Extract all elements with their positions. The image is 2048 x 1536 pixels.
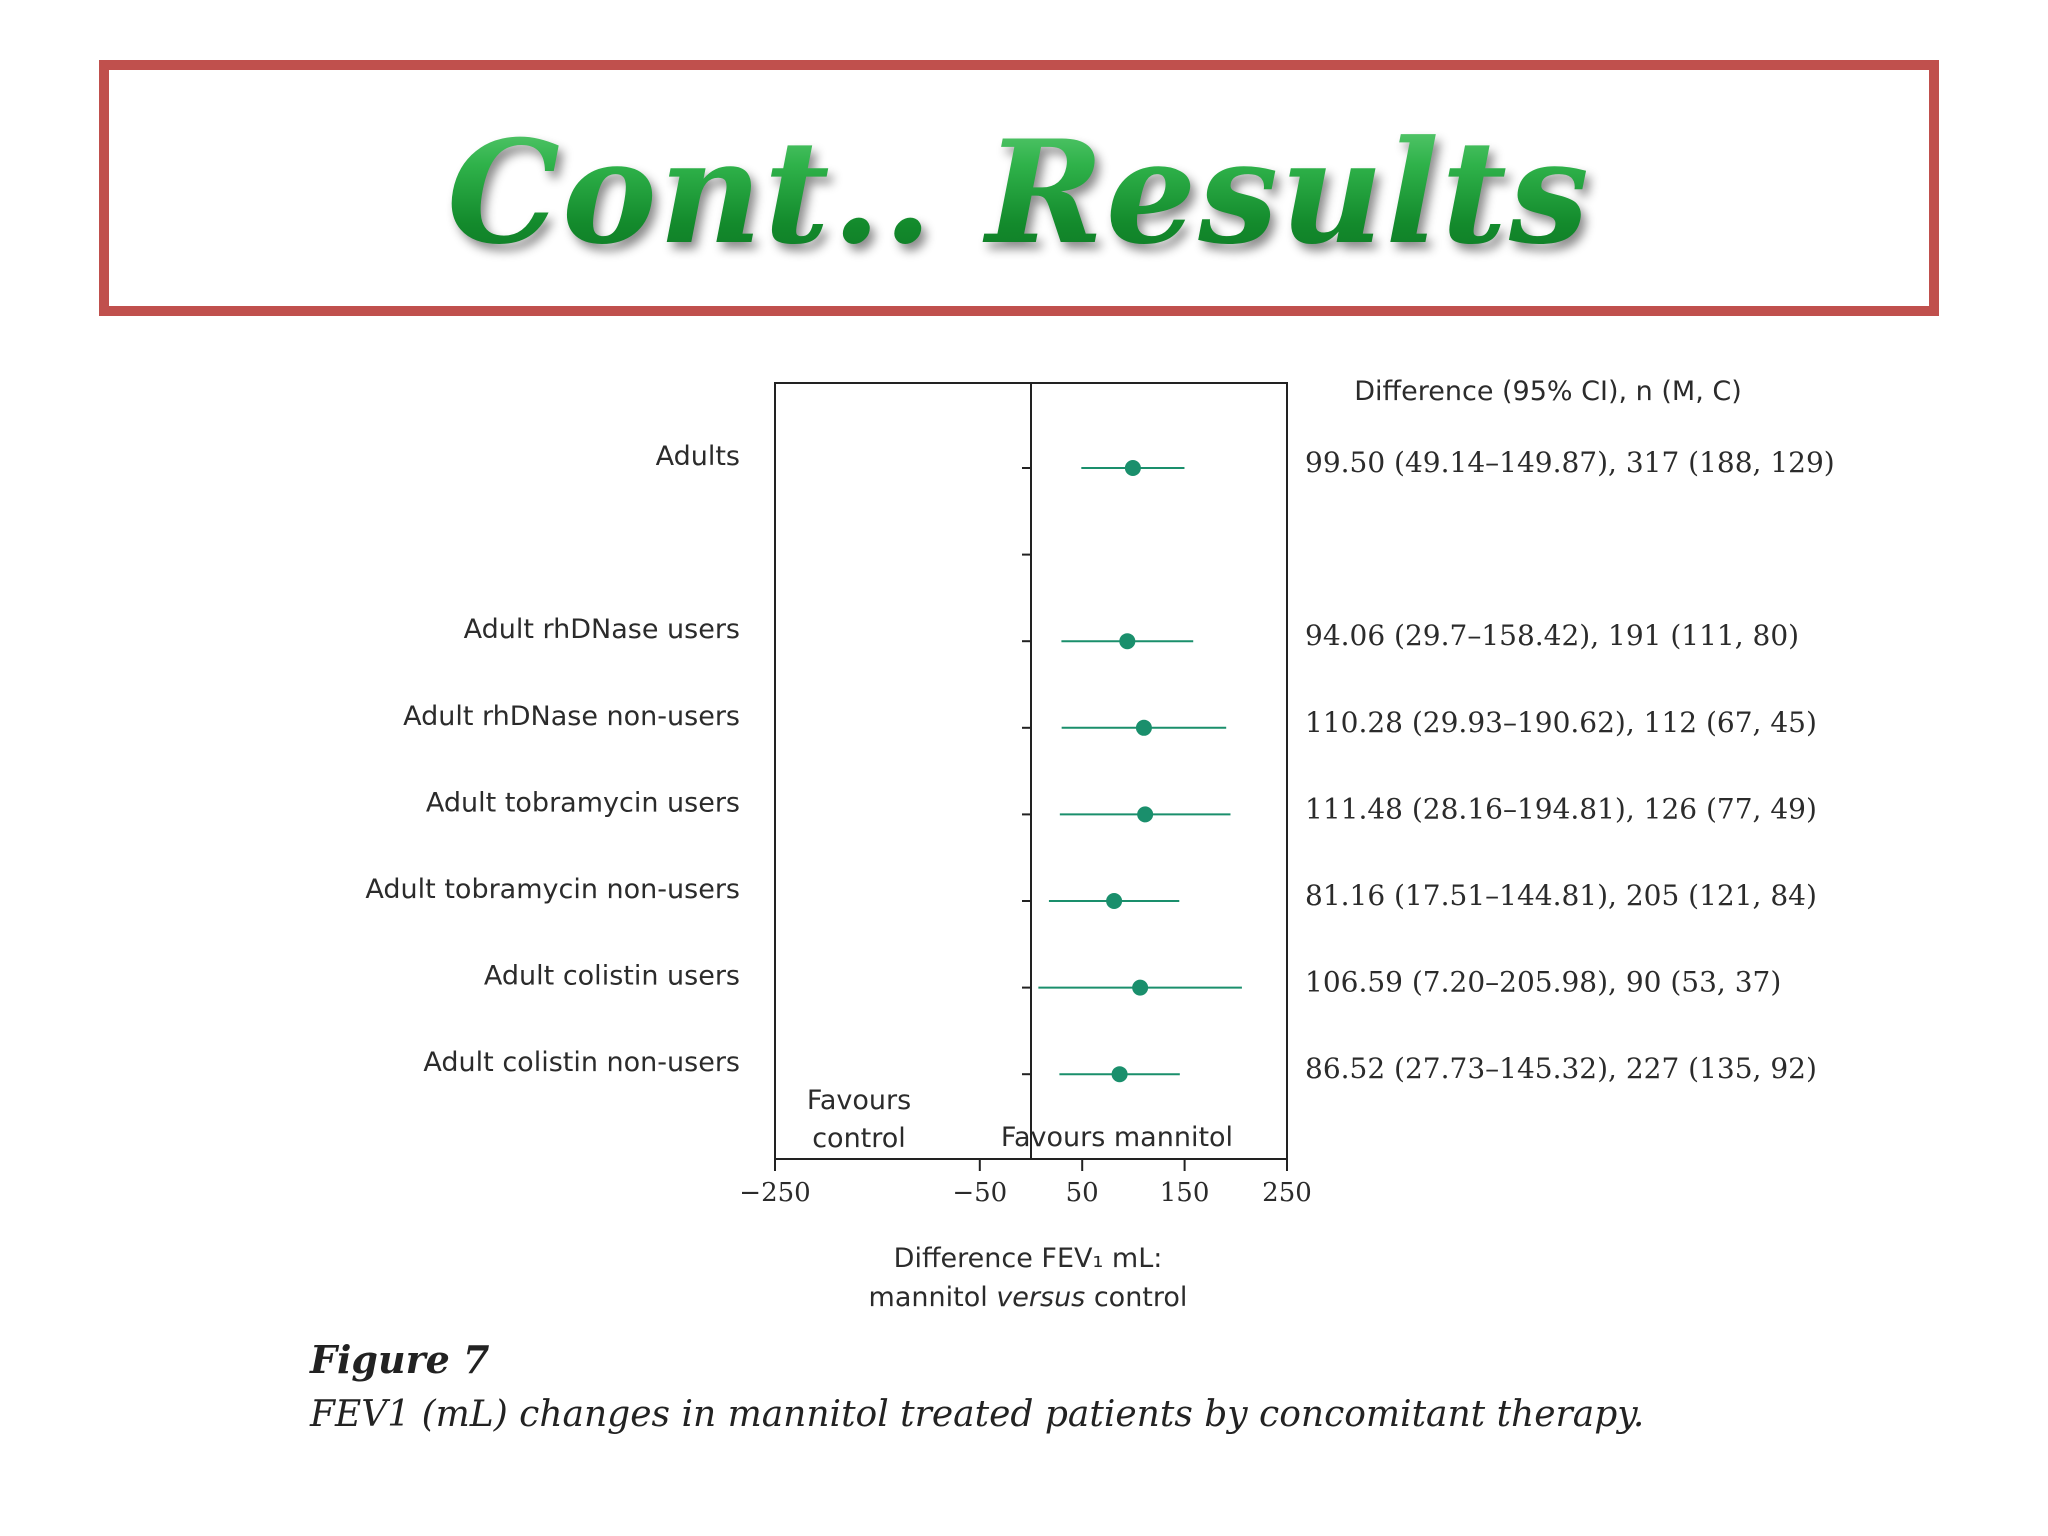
row-label: Adults — [656, 441, 740, 472]
row-value: 86.52 (27.73–145.32), 227 (135, 92) — [1305, 1052, 1817, 1085]
row-value: 111.48 (28.16–194.81), 126 (77, 49) — [1305, 792, 1817, 825]
x-axis-ticks: −250 −50 50 150 250 — [739, 1159, 1312, 1208]
x-tick-label: 50 — [1066, 1178, 1099, 1208]
point-estimate — [1106, 893, 1123, 909]
row-value: 94.06 (29.7–158.42), 191 (111, 80) — [1305, 619, 1799, 652]
x-axis-label-line1: Difference FEV₁ mL: — [894, 1243, 1163, 1274]
point-estimate — [1124, 460, 1141, 476]
row-value: 99.50 (49.14–149.87), 317 (188, 129) — [1305, 446, 1835, 479]
row-value: 106.59 (7.20–205.98), 90 (53, 37) — [1305, 966, 1781, 999]
title-box: Cont.. Results — [99, 60, 1939, 316]
point-estimate — [1111, 1066, 1128, 1083]
point-estimate — [1132, 979, 1149, 996]
row-label: Adult tobramycin users — [426, 787, 740, 818]
column-header: Difference (95% CI), n (M, C) — [1354, 376, 1742, 407]
favours-mannitol: Favours mannitol — [1001, 1122, 1233, 1153]
point-estimate — [1137, 806, 1154, 823]
row-label: Adult rhDNase users — [464, 614, 740, 645]
point-estimate — [1119, 633, 1136, 650]
x-tick-label: 250 — [1262, 1178, 1312, 1208]
favours-control-line1: Favours — [807, 1085, 911, 1116]
figure-caption: FEV1 (mL) changes in mannitol treated pa… — [309, 1394, 1644, 1435]
row-label: Adult colistin users — [484, 961, 740, 992]
x-axis-label-line2: mannitol versus control — [869, 1282, 1188, 1313]
figure-label: Figure 7 — [309, 1337, 489, 1382]
row-value: 110.28 (29.93–190.62), 112 (67, 45) — [1305, 706, 1817, 739]
row-label: Adult colistin non-users — [423, 1047, 740, 1078]
point-estimate — [1135, 719, 1152, 736]
x-tick-label: 150 — [1160, 1178, 1210, 1208]
x-tick-label: −250 — [739, 1178, 810, 1208]
favours-control-line2: control — [812, 1123, 906, 1154]
row-label: Adult rhDNase non-users — [403, 701, 740, 732]
row-value: 81.16 (17.51–144.81), 205 (121, 84) — [1305, 879, 1817, 912]
x-tick-label: −50 — [952, 1178, 1007, 1208]
row-label: Adult tobramycin non-users — [365, 874, 740, 905]
forest-rows: Adults 99.50 (49.14–149.87), 317 (188, 12… — [365, 383, 1835, 1159]
slide-title: Cont.. Results — [109, 70, 1929, 306]
